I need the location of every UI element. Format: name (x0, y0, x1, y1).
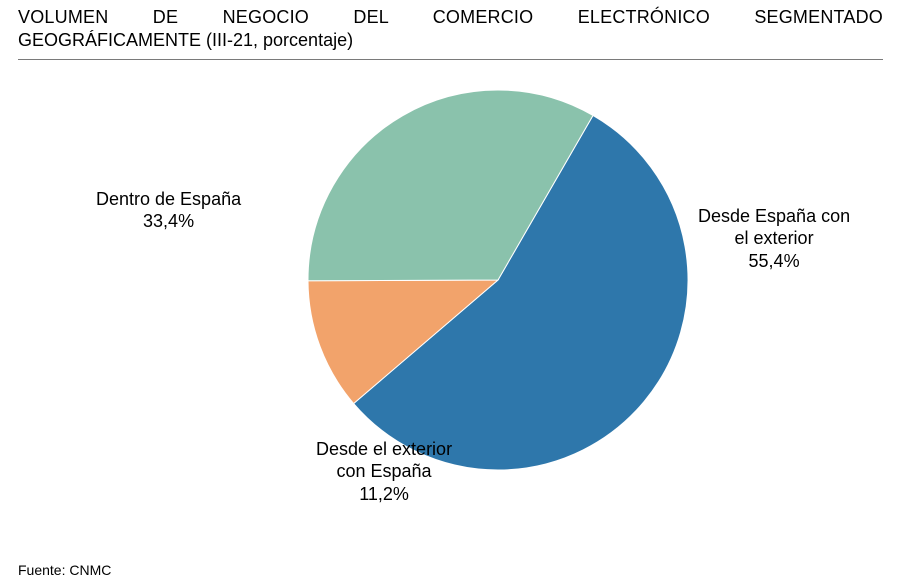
chart-area: Desde España con el exterior 55,4% Desde… (18, 60, 883, 530)
figure-frame: VOLUMEN DE NEGOCIO DEL COMERCIO ELECTRÓN… (0, 0, 901, 588)
slice-label-value: 33,4% (96, 210, 241, 233)
slice-label-within-spain: Dentro de España 33,4% (96, 188, 241, 233)
slice-label-line: Dentro de España (96, 188, 241, 211)
slice-label-value: 55,4% (698, 250, 850, 273)
chart-title-line1: VOLUMEN DE NEGOCIO DEL COMERCIO ELECTRÓN… (18, 6, 883, 29)
source-text: Fuente: CNMC (18, 562, 111, 578)
pie-chart (308, 90, 688, 470)
pie-svg (308, 90, 688, 470)
slice-label-line: el exterior (698, 227, 850, 250)
slice-label-line: Desde España con (698, 205, 850, 228)
slice-label-line: con España (316, 460, 452, 483)
chart-title-line2: GEOGRÁFICAMENTE (III-21, porcentaje) (18, 29, 883, 52)
chart-title-block: VOLUMEN DE NEGOCIO DEL COMERCIO ELECTRÓN… (18, 0, 883, 60)
slice-label-spain-from-exterior: Desde el exterior con España 11,2% (316, 438, 452, 506)
slice-label-exterior-from-spain: Desde España con el exterior 55,4% (698, 205, 850, 273)
slice-label-value: 11,2% (316, 483, 452, 506)
slice-label-line: Desde el exterior (316, 438, 452, 461)
